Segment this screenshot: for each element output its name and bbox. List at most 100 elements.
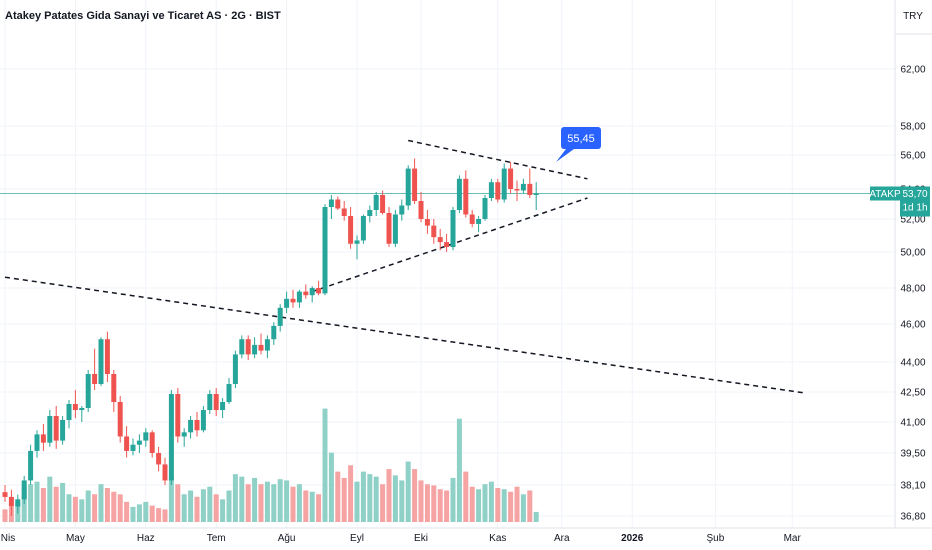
last-price-tag: ATAKP 53,70 1d 1h — [869, 186, 930, 217]
candle-body — [252, 344, 258, 355]
price-tick-label: 52,00 — [900, 215, 925, 226]
volume-bar — [533, 511, 539, 522]
candle-body — [412, 168, 418, 201]
volume-bar — [316, 494, 322, 522]
price-axis-ticks: 62,0058,0056,0054,0052,0050,0048,0046,00… — [900, 65, 925, 523]
volume-bar — [328, 452, 334, 522]
volume-bar — [437, 489, 443, 522]
price-axis[interactable]: TRY 62,0058,0056,0054,0052,0050,0048,004… — [894, 0, 932, 528]
candle-body — [79, 408, 85, 410]
candle-body — [226, 384, 232, 402]
volume-bar — [277, 479, 283, 522]
trendline[interactable] — [4, 276, 806, 394]
volume-bar — [2, 509, 8, 522]
candle-body — [501, 168, 507, 200]
time-tick-label: Eyl — [350, 533, 364, 544]
price-tick-label: 41,00 — [900, 418, 925, 429]
volume-bar — [28, 484, 34, 522]
volume-bar — [34, 481, 40, 522]
price-callout[interactable]: 55,45 — [556, 127, 601, 162]
volume-bar — [412, 469, 418, 522]
candle-body — [47, 416, 53, 443]
volume-bar — [450, 477, 456, 522]
volume-bar — [431, 485, 437, 522]
candle-body — [34, 434, 40, 451]
volume-bar — [482, 484, 488, 522]
candle-body — [360, 216, 366, 241]
candle-body — [98, 339, 104, 384]
price-tick-label: 56,00 — [900, 151, 925, 162]
volume-bar — [386, 469, 392, 522]
volume-bar — [303, 490, 309, 522]
volume-bar — [527, 490, 533, 522]
volume-bar — [399, 480, 405, 522]
candle-body — [92, 374, 98, 384]
time-tick-label: Mar — [784, 533, 802, 544]
candle-body — [373, 195, 379, 210]
trendline[interactable] — [311, 197, 588, 293]
volume-bars — [2, 408, 539, 522]
candle-body — [149, 432, 155, 453]
candle-body — [405, 168, 411, 206]
candle-body — [533, 193, 539, 195]
price-tick-label: 38,10 — [900, 481, 925, 492]
volume-bar — [162, 509, 168, 522]
time-axis-ticks: Nis May Haz Tem Ağu Eyl Eki Kas Ara 2026 Şub Mar — [1, 533, 802, 544]
candle-body — [418, 201, 424, 219]
volume-bar — [213, 494, 219, 522]
candle-body — [309, 288, 315, 296]
volume-bar — [245, 484, 251, 522]
candle-body — [431, 225, 437, 238]
volume-bar — [392, 475, 398, 522]
candle-body — [424, 219, 430, 226]
time-tick-label: Şub — [707, 533, 725, 544]
volume-bar — [168, 477, 174, 522]
candle-body — [520, 183, 526, 191]
volume-bar — [309, 491, 315, 522]
time-tick-label: Nis — [1, 533, 15, 544]
candle-body — [156, 453, 162, 465]
candle-body — [380, 195, 386, 213]
candle-body — [111, 374, 117, 402]
volume-bar — [258, 484, 264, 522]
candle-body — [527, 183, 533, 195]
candle-body — [488, 182, 494, 198]
volume-bar — [156, 508, 162, 522]
volume-bar — [124, 501, 130, 522]
currency-label[interactable]: TRY — [903, 11, 923, 22]
volume-bar — [92, 494, 98, 522]
candle-body — [2, 492, 8, 497]
candle-body — [495, 182, 501, 200]
volume-bar — [149, 505, 155, 522]
candle-body — [277, 307, 283, 326]
candle-body — [220, 402, 226, 410]
candle-body — [53, 416, 59, 441]
candle-body — [482, 198, 488, 219]
candle-body — [469, 214, 475, 224]
candle-body — [85, 374, 91, 408]
volume-bar — [85, 490, 91, 522]
price-tag-box — [900, 186, 930, 217]
volume-bar — [488, 481, 494, 522]
candle-body — [392, 214, 398, 244]
candle-body — [296, 291, 302, 303]
price-tick-label: 39,50 — [900, 449, 925, 460]
volume-bar — [367, 474, 373, 522]
volume-bar — [322, 408, 328, 522]
candle-body — [341, 208, 347, 216]
trendline[interactable] — [408, 139, 588, 180]
volume-bar — [60, 482, 66, 522]
volume-bar — [360, 471, 366, 522]
trendlines[interactable] — [4, 139, 806, 394]
volume-bar — [207, 486, 213, 522]
symbol-tag: ATAKP — [869, 189, 901, 200]
candle-body — [290, 298, 296, 303]
volume-bar — [21, 486, 27, 522]
candle-body — [348, 216, 354, 244]
volume-bar — [200, 489, 206, 522]
candle-body — [181, 432, 187, 437]
volume-bar — [47, 476, 53, 522]
candle-body — [188, 420, 194, 433]
time-axis[interactable]: Nis May Haz Tem Ağu Eyl Eki Kas Ara 2026 Şub Mar — [0, 527, 932, 544]
